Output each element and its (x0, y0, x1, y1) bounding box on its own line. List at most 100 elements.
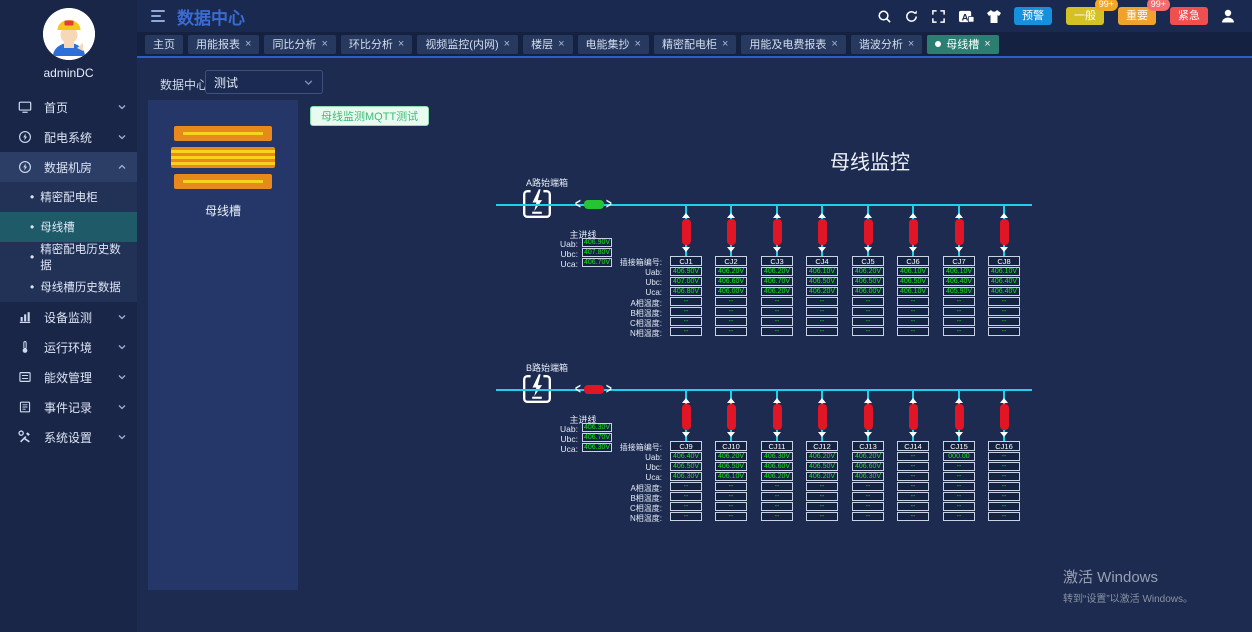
column-value: -- (715, 512, 747, 521)
tab-label: 电能集抄 (585, 39, 630, 51)
main-line-voltage-value: 406.70V (582, 258, 612, 267)
chevron-down-icon (117, 402, 127, 412)
tap-up-arrow-icon (955, 213, 963, 218)
user-icon[interactable] (1220, 8, 1236, 24)
theme-shirt-icon[interactable] (986, 9, 1002, 24)
alarm-button[interactable]: 一般 99+ (1066, 0, 1118, 25)
table-row-label: A相温度: (630, 299, 662, 308)
sidebar-subitem[interactable]: • 母线槽 (0, 212, 137, 242)
column-value: -- (988, 297, 1020, 306)
tap-unit (772, 404, 782, 430)
mqtt-test-button[interactable]: 母线监测MQTT测试 (310, 106, 430, 126)
tap-up-arrow-icon (818, 213, 826, 218)
sidebar-subitem[interactable]: • 精密配电柜 (0, 182, 137, 212)
column-value: 406.60V (852, 462, 884, 471)
column-value: -- (806, 512, 838, 521)
device-card[interactable]: 母线槽 (148, 100, 298, 590)
sidebar-item[interactable]: 首页 (0, 92, 137, 122)
tap-down-arrow-icon (864, 247, 872, 252)
sidebar-item[interactable]: 运行环境 (0, 332, 137, 362)
tab[interactable]: 环比分析 × (340, 34, 413, 54)
tab-close-icon[interactable]: × (558, 38, 565, 50)
tap-down-arrow-icon (909, 247, 917, 252)
fullscreen-icon[interactable] (931, 9, 946, 24)
translate-icon[interactable]: A (958, 9, 974, 24)
tab-close-icon[interactable]: × (721, 38, 729, 50)
tap-down-arrow-icon (727, 432, 735, 437)
tab[interactable]: 视频监控(内网) × (417, 34, 519, 54)
column-value: -- (852, 492, 884, 501)
alarm-button[interactable]: 预警 (1014, 7, 1052, 25)
tab-close-icon[interactable]: × (321, 38, 328, 50)
sidebar-item[interactable]: 事件记录 (0, 392, 137, 422)
column-value: -- (715, 297, 747, 306)
sidebar-subitem[interactable]: • 母线槽历史数据 (0, 272, 137, 302)
table-row-label: Ubc: (645, 463, 662, 472)
column-value: -- (670, 307, 702, 316)
tab-close-icon[interactable]: × (831, 38, 838, 50)
page-title: 数据中心 (177, 8, 245, 28)
sidebar-item[interactable]: 数据机房 (0, 152, 137, 182)
column-value: -- (897, 492, 929, 501)
sidebar-item[interactable]: 设备监测 (0, 302, 137, 332)
column-value: -- (852, 317, 884, 326)
tab[interactable]: 电能集抄 × (577, 34, 649, 54)
tab[interactable]: 用能报表 × (188, 34, 260, 54)
tab[interactable]: 同比分析 × (264, 34, 336, 54)
connector-capsule (584, 385, 604, 394)
column-value: -- (806, 297, 838, 306)
tab[interactable]: 精密配电柜 × (653, 34, 737, 54)
tap-up-arrow-icon (682, 398, 690, 403)
bullet-icon: • (30, 190, 35, 204)
column-id: CJ1 (670, 256, 702, 266)
start-box-lightning-icon (521, 373, 553, 405)
table-row-label: N相温度: (630, 329, 662, 338)
sidebar-item[interactable]: 系统设置 (0, 422, 137, 452)
column-value: -- (852, 482, 884, 491)
monitor-icon (18, 100, 38, 114)
tab-close-icon[interactable]: × (503, 38, 511, 50)
tap-up-arrow-icon (773, 213, 781, 218)
column-value: -- (715, 502, 747, 511)
column-value: 406.10V (897, 287, 929, 296)
tab[interactable]: 主页 (145, 34, 183, 54)
tap-unit (863, 404, 873, 430)
search-icon[interactable] (877, 9, 892, 24)
tap-up-arrow-icon (955, 398, 963, 403)
column-value: 406.90V (670, 267, 702, 276)
tab-close-icon[interactable]: × (634, 38, 641, 50)
tap-unit (772, 219, 782, 245)
tab-close-icon[interactable]: × (907, 38, 915, 50)
tab-close-icon[interactable]: × (245, 38, 252, 50)
select-value: 测试 (214, 75, 239, 90)
column-value: -- (670, 512, 702, 521)
tap-up-arrow-icon (864, 398, 872, 403)
column-value: 405.90V (943, 287, 975, 296)
datacenter-select[interactable]: 测试 (205, 70, 323, 94)
column-value: 406.20V (852, 452, 884, 461)
tab-close-icon[interactable]: × (984, 38, 991, 50)
sidebar-subitem[interactable]: • 精密配电历史数据 (0, 242, 137, 272)
sidebar-item[interactable]: 能效管理 (0, 362, 137, 392)
sidebar-item[interactable]: 配电系统 (0, 122, 137, 152)
column-id: CJ3 (761, 256, 793, 266)
tap-unit (681, 404, 691, 430)
alarm-button[interactable]: 重要 99+ (1118, 0, 1170, 25)
table-row-label: B相温度: (630, 309, 662, 318)
alarm-button[interactable]: 紧急 (1170, 7, 1208, 25)
tab[interactable]: 谐波分析 × (850, 34, 923, 54)
tab[interactable]: 母线槽 × (927, 34, 999, 54)
column-value: 406.20V (806, 452, 838, 461)
column-value: 406.20V (761, 472, 793, 481)
tab-label: 楼层 (531, 39, 554, 51)
column-value: 406.30V (852, 472, 884, 481)
sidebar-menu: 首页 配电系统 数据机房 • 精密配电柜 • 母线槽 • 精密配电历史数据 • 母线槽历史数据 设备监… (0, 92, 137, 452)
tab[interactable]: 楼层 × (523, 34, 573, 54)
refresh-icon[interactable] (904, 9, 919, 24)
tap-up-arrow-icon (864, 213, 872, 218)
column-value: -- (943, 297, 975, 306)
tab-close-icon[interactable]: × (397, 38, 405, 50)
hamburger-menu-icon[interactable] (151, 10, 165, 22)
column-value: 406.50V (670, 462, 702, 471)
tab[interactable]: 用能及电费报表 × (741, 34, 846, 54)
